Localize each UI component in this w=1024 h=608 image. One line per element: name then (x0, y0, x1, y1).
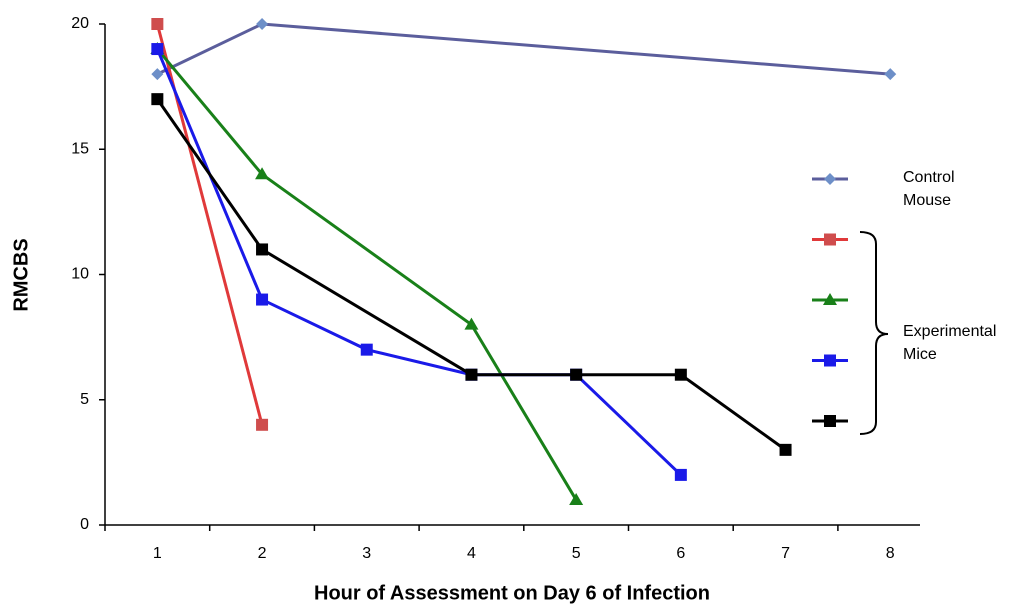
x-tick-label: 1 (153, 545, 162, 562)
x-tick-label: 4 (467, 545, 476, 562)
y-axis-label: RMCBS (10, 238, 32, 311)
data-point (570, 368, 583, 381)
legend-marker (824, 354, 836, 367)
data-point (674, 368, 687, 381)
data-point (256, 293, 269, 306)
data-point (151, 43, 164, 56)
legend-label: Control Mouse (903, 169, 955, 209)
data-point (779, 443, 792, 456)
series-line (155, 48, 682, 476)
data-point (464, 317, 479, 330)
data-point (256, 243, 269, 256)
legend-marker (824, 233, 836, 246)
y-tick-label: 5 (80, 391, 89, 408)
y-tick-label: 20 (71, 15, 89, 32)
x-tick-label: 5 (572, 545, 581, 562)
data-point (151, 93, 164, 106)
y-tick-label: 15 (71, 140, 89, 157)
legend-marker (824, 173, 836, 185)
group-label: Experimental Mice (903, 323, 997, 363)
series-line (156, 48, 578, 501)
y-tick-label: 10 (71, 266, 89, 283)
x-tick-label: 3 (362, 545, 371, 562)
data-point (465, 368, 478, 381)
data-point (151, 18, 164, 30)
x-axis-label: Hour of Assessment on Day 6 of Infection (314, 582, 710, 604)
legend-marker (824, 415, 836, 427)
y-tick-label: 0 (80, 516, 89, 533)
data-point (360, 343, 373, 356)
series-line (156, 98, 787, 452)
legend-bracket (859, 231, 889, 435)
data-point (256, 418, 269, 431)
x-tick-label: 6 (676, 545, 685, 562)
data-point (256, 18, 269, 30)
legend-marker (823, 293, 837, 305)
data-point (151, 68, 164, 81)
data-point (569, 492, 584, 505)
data-point (674, 468, 687, 481)
x-tick-label: 7 (781, 545, 790, 562)
data-point (255, 167, 270, 180)
x-tick-label: 2 (258, 545, 267, 562)
series-line (156, 22, 891, 76)
x-tick-label: 8 (886, 545, 895, 562)
data-point (884, 68, 897, 81)
